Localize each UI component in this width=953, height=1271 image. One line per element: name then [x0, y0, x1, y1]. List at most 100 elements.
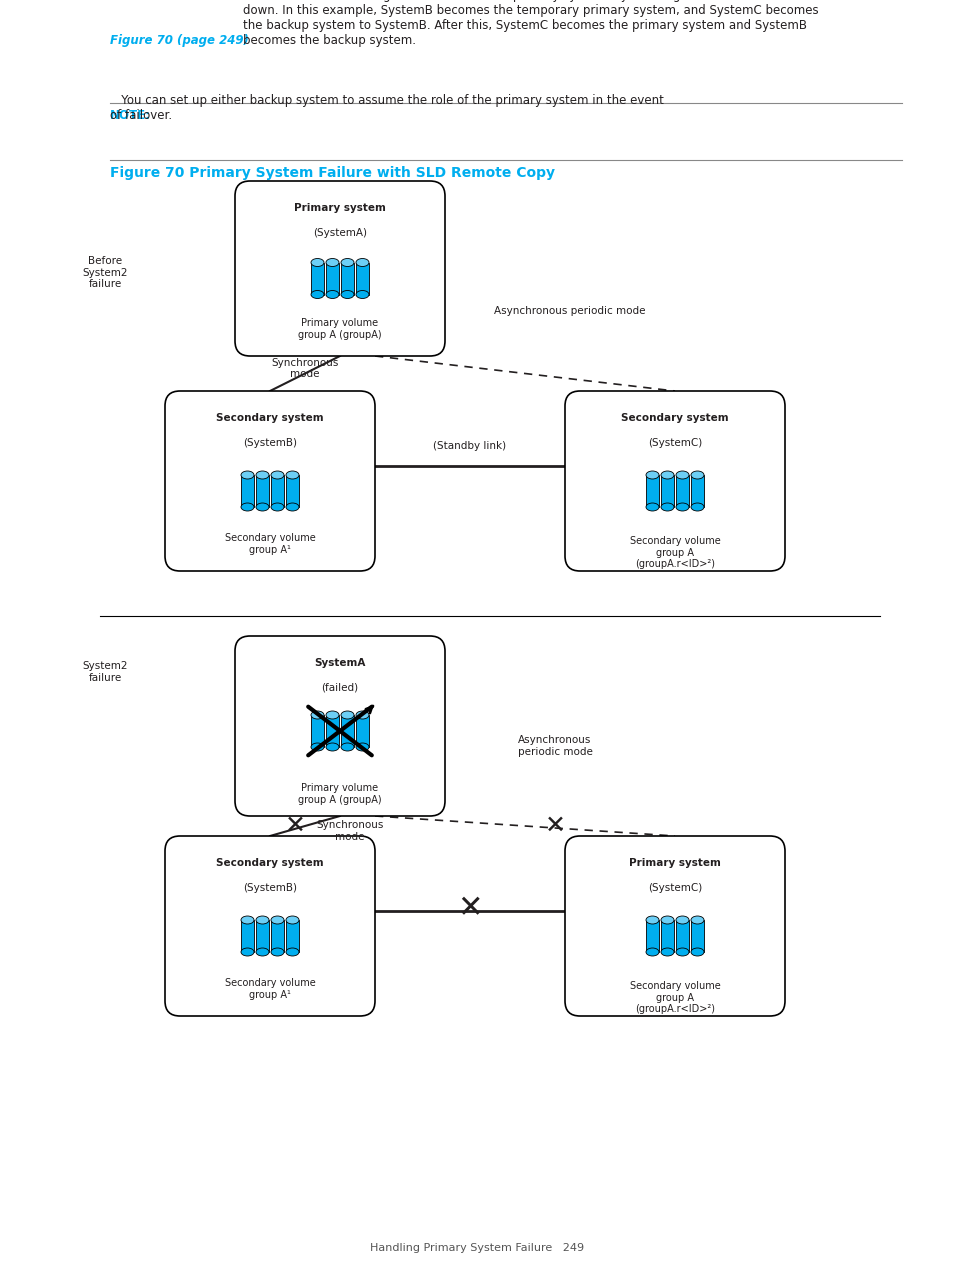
Text: (SystemC): (SystemC): [647, 883, 701, 894]
FancyBboxPatch shape: [234, 636, 444, 816]
Ellipse shape: [690, 916, 703, 924]
Ellipse shape: [690, 948, 703, 956]
Bar: [271, 475, 284, 507]
Ellipse shape: [271, 472, 284, 479]
Ellipse shape: [645, 503, 659, 511]
Bar: [690, 475, 703, 507]
Ellipse shape: [660, 472, 673, 479]
Text: Primary system: Primary system: [294, 203, 386, 214]
Text: System2
failure: System2 failure: [82, 661, 128, 683]
Ellipse shape: [241, 948, 253, 956]
Ellipse shape: [286, 916, 298, 924]
Ellipse shape: [355, 291, 369, 299]
Ellipse shape: [271, 916, 284, 924]
Ellipse shape: [311, 710, 324, 719]
Text: Secondary volume
group A¹: Secondary volume group A¹: [224, 533, 315, 554]
FancyBboxPatch shape: [165, 391, 375, 571]
FancyBboxPatch shape: [234, 180, 444, 356]
Ellipse shape: [340, 258, 354, 267]
Text: Asynchronous
periodic mode: Asynchronous periodic mode: [517, 735, 592, 756]
Bar: [355, 263, 369, 295]
Text: Before
System2
failure: Before System2 failure: [82, 255, 128, 290]
Text: Synchronous
mode: Synchronous mode: [271, 357, 338, 379]
Ellipse shape: [676, 916, 688, 924]
Text: ✕: ✕: [544, 813, 565, 838]
Bar: [660, 475, 673, 507]
Bar: [326, 716, 338, 747]
Text: Asynchronous periodic mode: Asynchronous periodic mode: [494, 306, 645, 316]
Ellipse shape: [355, 710, 369, 719]
Ellipse shape: [286, 948, 298, 956]
Ellipse shape: [311, 291, 324, 299]
Ellipse shape: [340, 744, 354, 751]
Ellipse shape: [660, 503, 673, 511]
Text: You can set up either backup system to assume the role of the primary system in : You can set up either backup system to a…: [110, 94, 663, 122]
Ellipse shape: [676, 472, 688, 479]
Ellipse shape: [645, 948, 659, 956]
Ellipse shape: [286, 472, 298, 479]
FancyBboxPatch shape: [564, 391, 784, 571]
Ellipse shape: [326, 710, 338, 719]
Bar: [645, 920, 659, 952]
Bar: [255, 475, 269, 507]
FancyBboxPatch shape: [165, 836, 375, 1016]
Text: (Standby link): (Standby link): [433, 441, 506, 451]
Text: Figure 70 (page 249): Figure 70 (page 249): [110, 34, 249, 47]
Ellipse shape: [676, 503, 688, 511]
Text: (SystemA): (SystemA): [313, 228, 367, 238]
Text: (failed): (failed): [321, 683, 358, 693]
Text: Secondary system: Secondary system: [620, 413, 728, 423]
Bar: [271, 920, 284, 952]
Text: Secondary system: Secondary system: [216, 413, 323, 423]
Ellipse shape: [660, 916, 673, 924]
Ellipse shape: [271, 503, 284, 511]
Bar: [340, 716, 354, 747]
Bar: [286, 475, 298, 507]
Text: (SystemC): (SystemC): [647, 438, 701, 447]
Text: Secondary volume
group A
(groupA.r<ID>²): Secondary volume group A (groupA.r<ID>²): [629, 981, 720, 1014]
Bar: [255, 920, 269, 952]
Text: illustrates an SLD configuration in which the primary system, SystemA, goes
down: illustrates an SLD configuration in whic…: [243, 0, 818, 47]
Text: Primary volume
group A (groupA): Primary volume group A (groupA): [298, 783, 381, 805]
Bar: [326, 263, 338, 295]
Ellipse shape: [311, 258, 324, 267]
Bar: [311, 716, 324, 747]
Text: Secondary volume
group A
(groupA.r<ID>²): Secondary volume group A (groupA.r<ID>²): [629, 536, 720, 569]
Ellipse shape: [311, 744, 324, 751]
Ellipse shape: [241, 916, 253, 924]
Text: Primary volume
group A (groupA): Primary volume group A (groupA): [298, 318, 381, 339]
Bar: [340, 263, 354, 295]
Bar: [676, 475, 688, 507]
Ellipse shape: [645, 472, 659, 479]
Bar: [676, 920, 688, 952]
Ellipse shape: [645, 916, 659, 924]
Ellipse shape: [255, 948, 269, 956]
FancyBboxPatch shape: [564, 836, 784, 1016]
Bar: [660, 920, 673, 952]
Text: ✕: ✕: [456, 895, 482, 924]
Ellipse shape: [676, 948, 688, 956]
Ellipse shape: [690, 503, 703, 511]
Bar: [241, 920, 253, 952]
Ellipse shape: [355, 258, 369, 267]
Bar: [355, 716, 369, 747]
Bar: [311, 263, 324, 295]
Ellipse shape: [241, 472, 253, 479]
Ellipse shape: [355, 744, 369, 751]
Ellipse shape: [241, 503, 253, 511]
Ellipse shape: [326, 258, 338, 267]
Text: Secondary system: Secondary system: [216, 858, 323, 868]
Text: Secondary volume
group A¹: Secondary volume group A¹: [224, 977, 315, 999]
Text: Primary system: Primary system: [628, 858, 720, 868]
Ellipse shape: [255, 503, 269, 511]
Ellipse shape: [326, 291, 338, 299]
Text: Figure 70 Primary System Failure with SLD Remote Copy: Figure 70 Primary System Failure with SL…: [110, 165, 554, 179]
Bar: [690, 920, 703, 952]
Bar: [286, 920, 298, 952]
Text: (SystemB): (SystemB): [243, 438, 296, 447]
Ellipse shape: [255, 472, 269, 479]
Ellipse shape: [271, 948, 284, 956]
Bar: [645, 475, 659, 507]
Text: Handling Primary System Failure   249: Handling Primary System Failure 249: [370, 1243, 583, 1253]
Ellipse shape: [690, 472, 703, 479]
